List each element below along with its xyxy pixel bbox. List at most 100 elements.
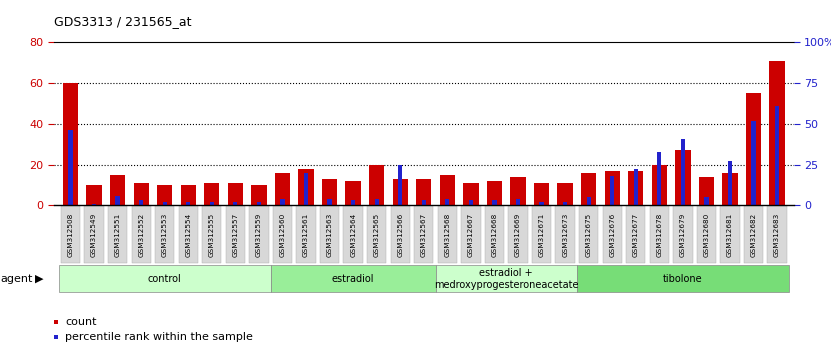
Bar <box>375 199 379 205</box>
FancyBboxPatch shape <box>61 206 80 263</box>
Bar <box>705 197 709 205</box>
Text: GSM312554: GSM312554 <box>185 212 191 257</box>
Text: GSM312677: GSM312677 <box>632 212 639 257</box>
Bar <box>657 152 661 205</box>
Bar <box>398 165 402 205</box>
Bar <box>722 173 738 205</box>
Text: estradiol +
medroxyprogesteroneacetate: estradiol + medroxyprogesteroneacetate <box>434 268 578 290</box>
Text: GSM312567: GSM312567 <box>420 212 427 257</box>
Text: count: count <box>65 317 96 327</box>
Bar <box>351 200 356 205</box>
FancyBboxPatch shape <box>85 206 104 263</box>
Text: GSM312671: GSM312671 <box>538 212 544 257</box>
Text: GSM312566: GSM312566 <box>397 212 403 257</box>
Bar <box>539 202 543 205</box>
FancyBboxPatch shape <box>179 206 198 263</box>
Bar <box>699 177 714 205</box>
Bar <box>134 183 149 205</box>
Text: GSM312553: GSM312553 <box>162 212 168 257</box>
Text: GSM312675: GSM312675 <box>586 212 592 257</box>
Bar <box>587 197 591 205</box>
FancyBboxPatch shape <box>202 206 222 263</box>
Text: GSM312552: GSM312552 <box>138 212 144 257</box>
Bar <box>770 61 784 205</box>
Bar <box>209 202 214 205</box>
FancyBboxPatch shape <box>720 206 740 263</box>
Text: tibolone: tibolone <box>663 274 703 284</box>
Bar <box>775 106 779 205</box>
Text: GSM312667: GSM312667 <box>468 212 474 257</box>
FancyBboxPatch shape <box>461 206 480 263</box>
FancyBboxPatch shape <box>555 206 575 263</box>
Text: GSM312561: GSM312561 <box>303 212 309 257</box>
Text: GSM312568: GSM312568 <box>445 212 450 257</box>
Bar <box>728 161 732 205</box>
Text: GSM312551: GSM312551 <box>115 212 120 257</box>
Bar <box>251 185 267 205</box>
FancyBboxPatch shape <box>509 206 528 263</box>
Bar <box>204 183 219 205</box>
Bar <box>163 202 167 205</box>
Bar <box>681 138 685 205</box>
Text: GSM312560: GSM312560 <box>279 212 286 257</box>
Text: GSM312565: GSM312565 <box>374 212 380 257</box>
Bar <box>416 179 431 205</box>
Bar <box>234 202 238 205</box>
Text: GSM312669: GSM312669 <box>515 212 521 257</box>
FancyBboxPatch shape <box>435 265 577 292</box>
Bar <box>157 185 172 205</box>
Text: GSM312549: GSM312549 <box>91 212 97 257</box>
FancyBboxPatch shape <box>532 206 551 263</box>
Text: GSM312676: GSM312676 <box>609 212 615 257</box>
FancyBboxPatch shape <box>343 206 363 263</box>
Bar <box>257 202 261 205</box>
Bar <box>634 170 638 205</box>
FancyBboxPatch shape <box>367 206 386 263</box>
FancyBboxPatch shape <box>391 206 410 263</box>
Bar <box>440 175 455 205</box>
FancyBboxPatch shape <box>249 206 268 263</box>
FancyBboxPatch shape <box>650 206 669 263</box>
Bar <box>445 199 450 205</box>
FancyBboxPatch shape <box>320 206 339 263</box>
FancyBboxPatch shape <box>438 206 457 263</box>
Bar <box>346 181 361 205</box>
Bar <box>534 183 549 205</box>
Bar <box>298 169 313 205</box>
Text: agent: agent <box>1 274 33 284</box>
Bar <box>186 202 190 205</box>
Bar <box>610 176 614 205</box>
Text: GSM312679: GSM312679 <box>680 212 686 257</box>
FancyBboxPatch shape <box>108 206 127 263</box>
Bar <box>563 202 568 205</box>
Bar <box>322 179 337 205</box>
Text: ▶: ▶ <box>35 274 43 284</box>
Text: GSM312555: GSM312555 <box>209 212 215 257</box>
Bar <box>110 175 125 205</box>
FancyBboxPatch shape <box>131 206 150 263</box>
Bar <box>280 199 284 205</box>
Bar <box>421 200 426 205</box>
FancyBboxPatch shape <box>59 265 271 292</box>
Bar <box>751 121 755 205</box>
FancyBboxPatch shape <box>273 206 293 263</box>
Text: GSM312680: GSM312680 <box>704 212 710 257</box>
Bar <box>581 173 597 205</box>
Text: GSM312564: GSM312564 <box>350 212 356 257</box>
FancyBboxPatch shape <box>697 206 716 263</box>
Bar <box>86 185 101 205</box>
Bar <box>676 150 691 205</box>
Bar <box>492 200 497 205</box>
Bar <box>116 195 120 205</box>
Bar <box>392 179 408 205</box>
FancyBboxPatch shape <box>673 206 692 263</box>
FancyBboxPatch shape <box>577 265 789 292</box>
Text: GSM312678: GSM312678 <box>656 212 662 257</box>
Bar <box>304 173 308 205</box>
Bar <box>139 200 143 205</box>
Text: GSM312563: GSM312563 <box>327 212 332 257</box>
Text: GSM312508: GSM312508 <box>67 212 73 257</box>
FancyBboxPatch shape <box>271 265 435 292</box>
Bar <box>463 183 479 205</box>
Bar <box>652 165 667 205</box>
